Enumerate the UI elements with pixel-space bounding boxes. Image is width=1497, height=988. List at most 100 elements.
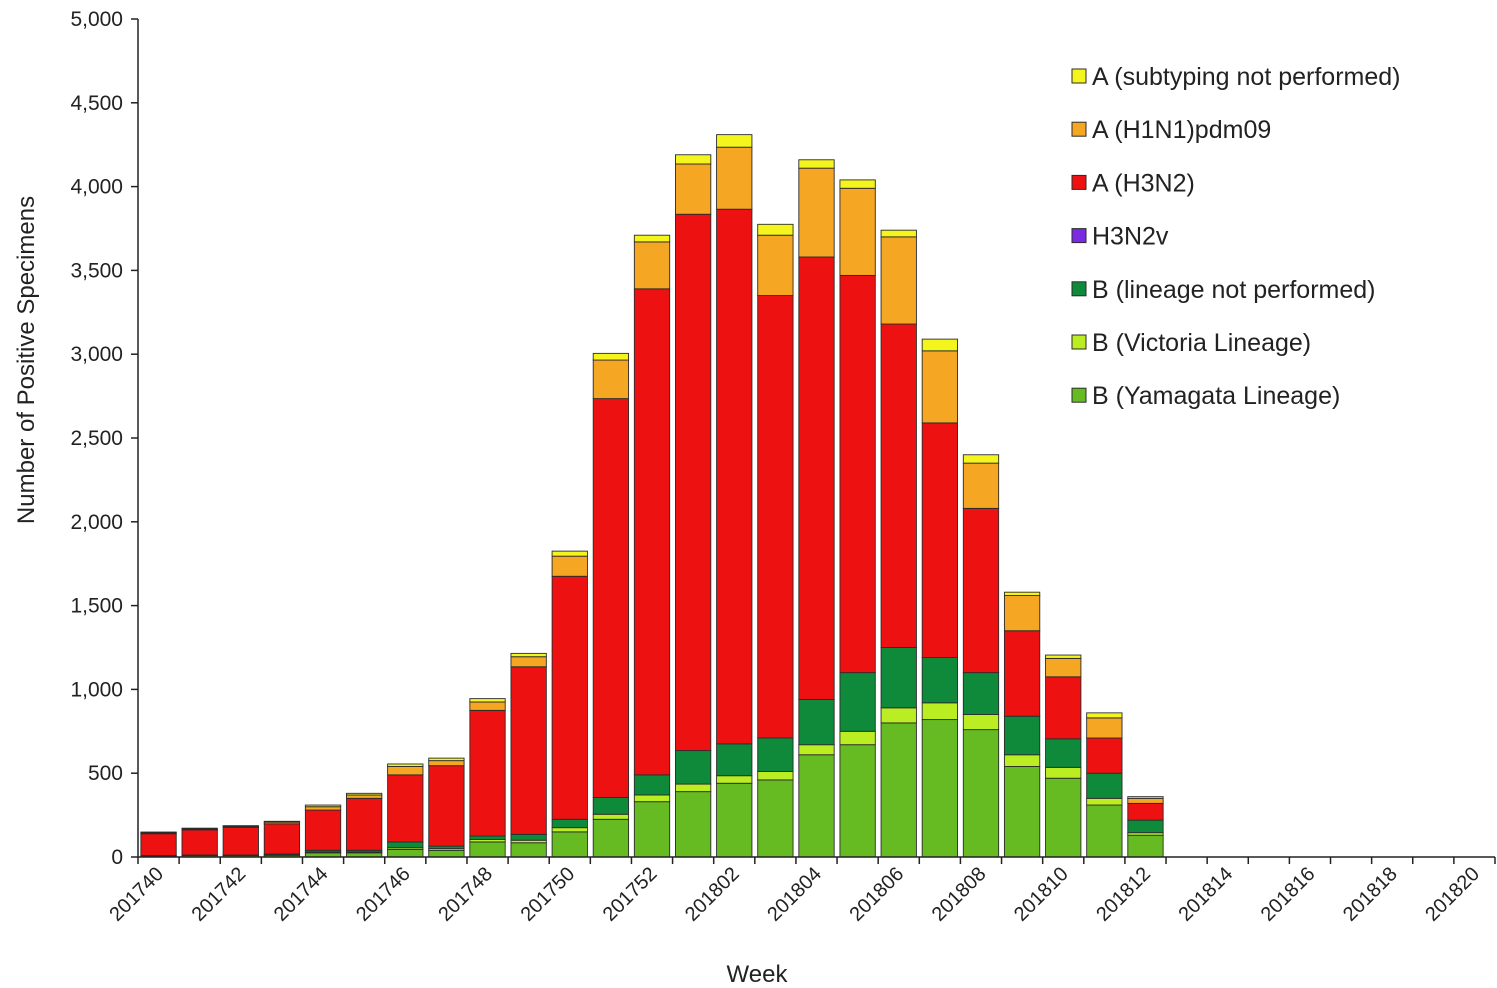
bar-segment bbox=[592, 398, 630, 798]
bar-segment bbox=[1045, 738, 1082, 768]
x-ticks: 201740 201742 201744 201746 201748 201750 2017… bbox=[105, 857, 1496, 926]
x-tick-label: 201804 bbox=[763, 863, 826, 926]
y-tick-label: 4,500 bbox=[70, 92, 123, 115]
x-tick-label: 201816 bbox=[1257, 863, 1320, 926]
y-tick-label: 2,000 bbox=[70, 511, 123, 534]
bar-segment bbox=[716, 782, 753, 858]
legend-label: A (H3N2) bbox=[1092, 169, 1195, 197]
bar-segment bbox=[839, 730, 876, 746]
bar-segment bbox=[1127, 802, 1164, 821]
bar-segment bbox=[962, 672, 1000, 715]
legend-label: B (Yamagata Lineage) bbox=[1092, 382, 1340, 410]
y-ticks: 0 500 1,000 1,500 2,000 2,500 3,000 3,500 4,000 4… bbox=[70, 8, 138, 869]
bar-segment bbox=[592, 352, 630, 361]
bar-segment bbox=[921, 338, 958, 352]
bar-segment bbox=[798, 744, 835, 756]
y-tick-label: 5,000 bbox=[70, 8, 123, 31]
y-tick-label: 3,000 bbox=[70, 343, 123, 366]
bar-segment bbox=[510, 656, 547, 668]
bar-segment bbox=[1003, 715, 1041, 756]
bar-segment bbox=[510, 652, 547, 658]
bar-segment bbox=[921, 719, 958, 858]
bar-segment bbox=[798, 159, 835, 169]
bar-segment bbox=[387, 849, 424, 858]
legend-swatch bbox=[1071, 281, 1087, 297]
legend-label: A (subtyping not performed) bbox=[1092, 63, 1401, 91]
bar-segment bbox=[592, 797, 630, 815]
bar-segment bbox=[1003, 591, 1041, 596]
y-tick-label: 1,500 bbox=[70, 595, 123, 618]
x-tick-label: 201820 bbox=[1421, 863, 1484, 926]
bar-segment bbox=[222, 826, 259, 856]
bar-segment bbox=[962, 507, 1000, 674]
bar-segment bbox=[675, 163, 712, 215]
legend-swatch bbox=[1071, 174, 1087, 190]
bar-segment bbox=[428, 757, 465, 762]
bar-segment bbox=[1003, 766, 1041, 858]
bar-segment bbox=[1045, 766, 1082, 779]
bar-segment bbox=[757, 295, 794, 739]
bar-segment bbox=[387, 774, 424, 843]
bar-segment bbox=[428, 765, 465, 847]
bar-segment bbox=[798, 699, 835, 746]
bar-segment bbox=[469, 709, 506, 837]
x-axis-title: Week bbox=[727, 961, 789, 988]
bar-segment bbox=[633, 774, 671, 796]
x-tick-label: 201802 bbox=[681, 863, 744, 926]
bar-segment bbox=[551, 550, 588, 557]
bar-segment bbox=[716, 134, 753, 148]
bar-segment bbox=[1086, 804, 1123, 858]
bar-segment bbox=[181, 827, 218, 830]
bar-segment bbox=[387, 766, 424, 776]
legend-swatch bbox=[1071, 68, 1087, 84]
bar-segment bbox=[716, 775, 753, 784]
bar-segment bbox=[633, 234, 671, 243]
bar-segment bbox=[222, 825, 259, 827]
bar-segment bbox=[1127, 834, 1164, 858]
y-tick-label: 0 bbox=[111, 846, 123, 869]
bar-segment bbox=[633, 794, 671, 803]
bar-segment bbox=[551, 555, 588, 577]
bar-segment bbox=[921, 350, 958, 424]
y-tick-label: 4,000 bbox=[70, 176, 123, 199]
bar-segment bbox=[798, 754, 835, 858]
bar-segment bbox=[839, 744, 876, 858]
y-tick-label: 500 bbox=[88, 762, 123, 785]
bar-segment bbox=[1003, 630, 1041, 717]
bar-segment bbox=[880, 323, 917, 648]
bar-segment bbox=[1127, 819, 1164, 834]
bar-segment bbox=[1045, 676, 1082, 740]
bar-segment bbox=[1086, 712, 1123, 719]
bar-segment bbox=[716, 743, 753, 777]
bar-segment bbox=[387, 763, 424, 767]
bar-segment bbox=[469, 835, 506, 840]
bar-segment bbox=[880, 647, 917, 709]
bar-segment bbox=[1127, 797, 1164, 804]
bar-segment bbox=[839, 274, 876, 674]
y-tick-label: 3,500 bbox=[70, 259, 123, 282]
bar-segment bbox=[510, 666, 547, 835]
bar-segment bbox=[1086, 737, 1123, 774]
bar-segment bbox=[633, 801, 671, 858]
legend-swatch bbox=[1071, 121, 1087, 137]
bar-segment bbox=[675, 154, 712, 165]
bar-segment bbox=[428, 760, 465, 767]
bar-segment bbox=[798, 256, 835, 700]
y-axis-title: Number of Positive Specimens bbox=[13, 196, 40, 524]
x-tick-label: 201744 bbox=[270, 863, 333, 926]
bar-segment bbox=[469, 841, 506, 858]
x-tick-label: 201748 bbox=[434, 863, 497, 926]
x-tick-label: 201818 bbox=[1339, 863, 1402, 926]
bar-segment bbox=[675, 791, 712, 858]
bar-segment bbox=[428, 849, 465, 858]
bar-segment bbox=[1045, 657, 1082, 678]
bar-segment bbox=[551, 575, 588, 820]
bar-segment bbox=[140, 833, 177, 856]
bar-segment bbox=[880, 707, 917, 724]
bar-segment bbox=[387, 841, 424, 849]
legend-label: H3N2v bbox=[1092, 223, 1169, 251]
legend-label: B (lineage not performed) bbox=[1092, 276, 1375, 304]
bar-segment bbox=[675, 783, 712, 793]
bar-segment bbox=[757, 771, 794, 781]
